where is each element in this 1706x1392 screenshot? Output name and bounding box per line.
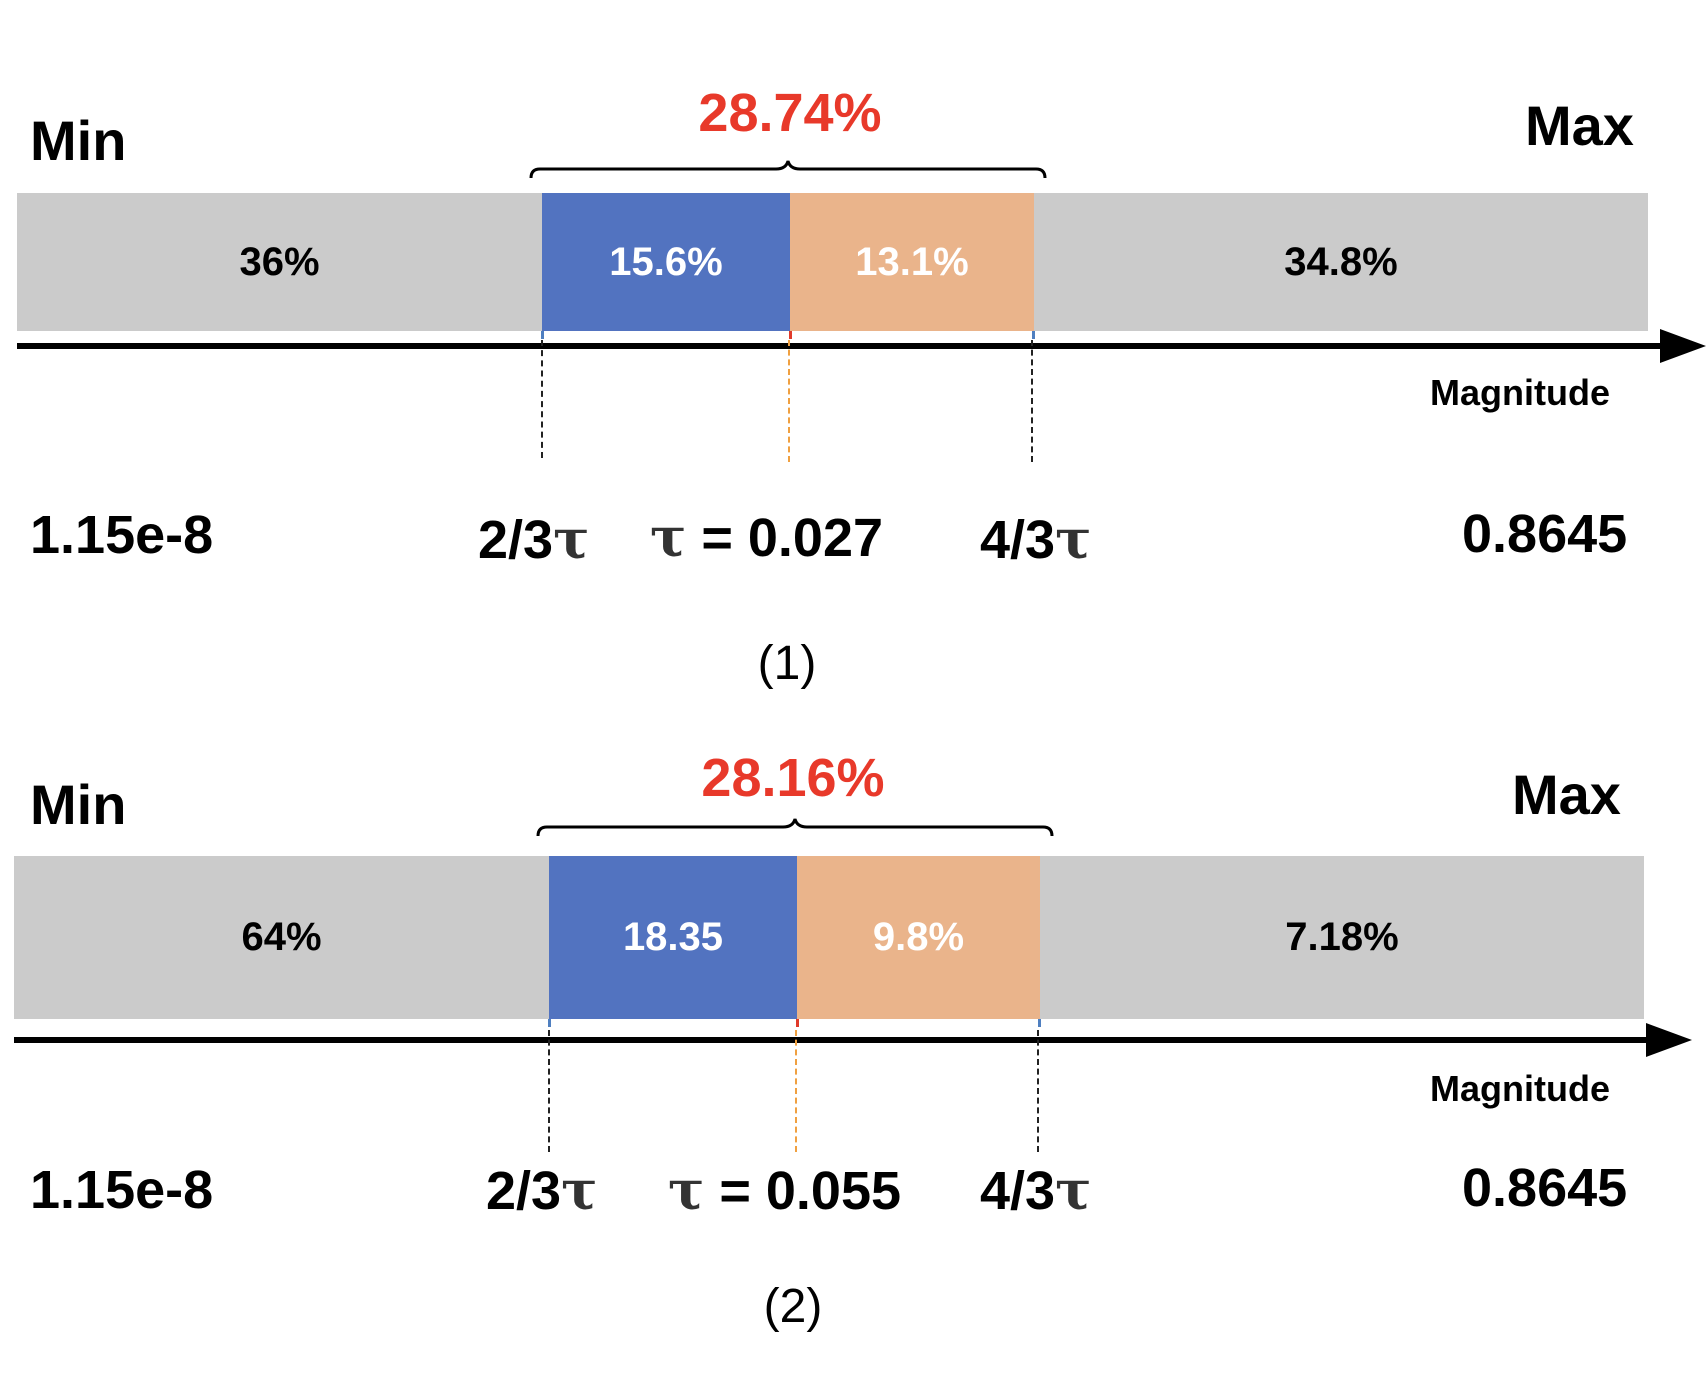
magnitude-axis (17, 343, 1667, 349)
distribution-panel-2: Min Max 28.16% 64% 18.35 9.8% 7.18% Magn… (0, 665, 1706, 1365)
highlight-total: 28.16% (701, 748, 885, 808)
lower-threshold: 2/3τ (478, 507, 590, 571)
segment-below-lower: 64% (14, 856, 549, 1019)
lower-tick (548, 1019, 551, 1027)
range-brace (536, 818, 1054, 837)
highlight-total: 28.74% (698, 83, 882, 143)
panel-caption: (2) (763, 1280, 823, 1333)
upper-guide (1037, 1030, 1039, 1152)
upper-tick (1038, 1019, 1041, 1027)
panel-caption: (1) (757, 637, 817, 690)
distribution-panel-1: Min Max 28.74% 36% 15.6% 13.1% 34.8% Mag… (17, 83, 1706, 690)
range-brace (529, 160, 1047, 179)
lower-threshold: 2/3τ (486, 1158, 598, 1222)
upper-guide (1031, 340, 1033, 462)
axis-title: Magnitude (1430, 1068, 1610, 1109)
max-label: Max (1525, 94, 1634, 157)
tau-value: τ = 0.027 (650, 505, 884, 569)
segment-lower-to-tau: 15.6% (542, 193, 790, 331)
segment-lower-to-tau: 18.35 (549, 856, 797, 1019)
min-value: 1.15e-8 (30, 505, 214, 565)
max-value: 0.8645 (1462, 1158, 1628, 1218)
lower-guide (548, 1030, 550, 1152)
tau-guide (795, 1030, 797, 1152)
tau-value: τ = 0.055 (668, 1158, 902, 1222)
lower-tick (541, 331, 544, 339)
max-label: Max (1512, 763, 1621, 826)
segment-below-lower: 36% (17, 193, 542, 331)
lower-guide (541, 340, 543, 458)
tau-tick (796, 1019, 799, 1027)
upper-threshold: 4/3τ (980, 1158, 1092, 1222)
upper-threshold: 4/3τ (980, 507, 1092, 571)
upper-tick (1032, 331, 1035, 339)
axis-title: Magnitude (1430, 372, 1610, 413)
axis-arrowhead (1660, 329, 1706, 363)
segment-above-upper: 7.18% (1040, 856, 1644, 1019)
segment-above-upper: 34.8% (1034, 193, 1648, 331)
min-label: Min (30, 773, 127, 836)
tau-guide (788, 340, 790, 462)
magnitude-axis (14, 1037, 1659, 1043)
min-value: 1.15e-8 (30, 1160, 214, 1220)
segment-tau-to-upper: 9.8% (797, 856, 1040, 1019)
axis-arrowhead (1646, 1023, 1692, 1057)
segment-tau-to-upper: 13.1% (790, 193, 1034, 331)
min-label: Min (30, 109, 127, 172)
max-value: 0.8645 (1462, 504, 1628, 564)
tau-tick (789, 331, 792, 339)
